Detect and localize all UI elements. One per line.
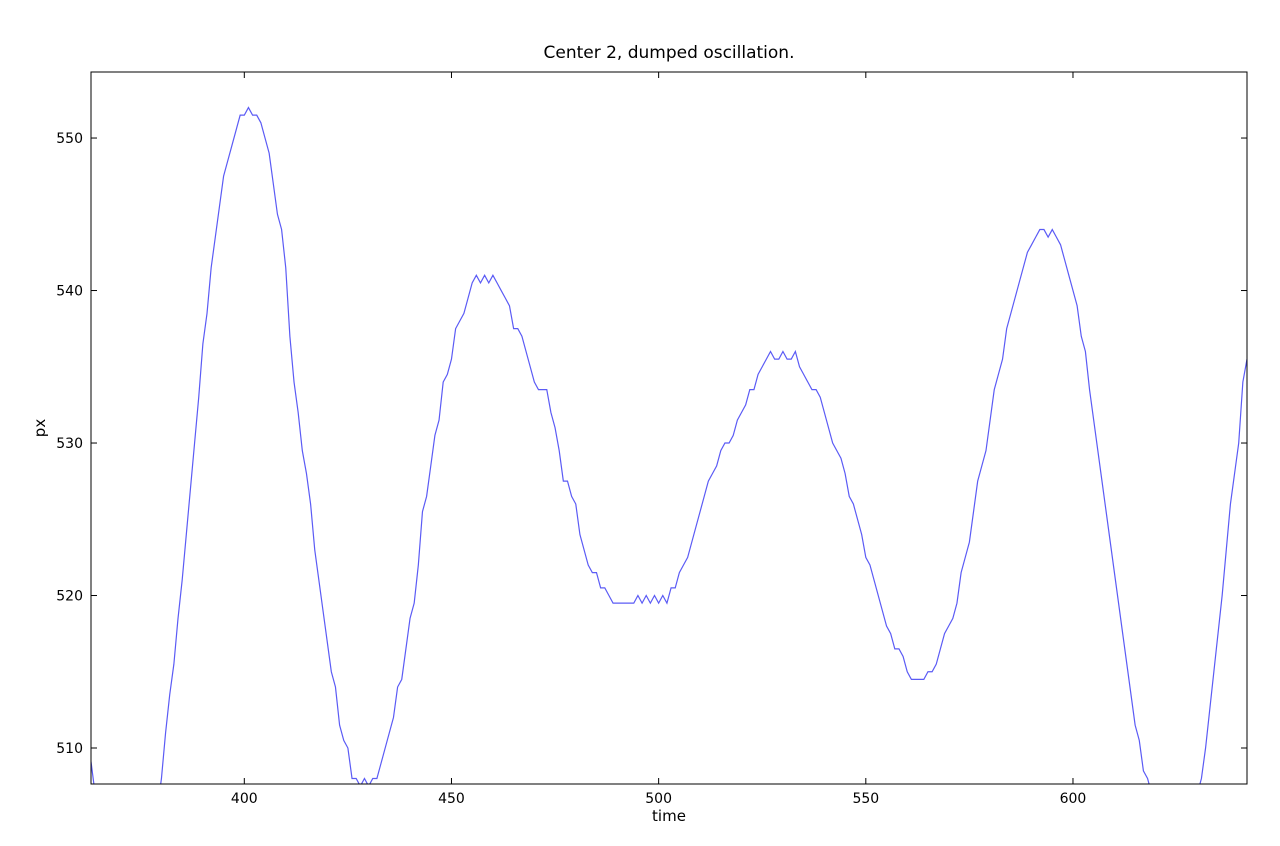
y-tick-label: 520 xyxy=(56,589,83,605)
x-tick-label: 400 xyxy=(231,791,258,807)
x-axis-label: time xyxy=(652,807,686,825)
y-tick-label: 550 xyxy=(56,131,83,147)
y-tick-label: 530 xyxy=(56,436,83,452)
y-tick-label: 510 xyxy=(56,741,83,757)
y-axis-label: px xyxy=(31,419,49,438)
data-line xyxy=(91,106,1247,784)
x-tick-label: 600 xyxy=(1060,791,1087,807)
y-tick-label: 540 xyxy=(56,284,83,300)
x-tick-label: 550 xyxy=(852,791,879,807)
x-tick-label: 450 xyxy=(438,791,465,807)
chart-title: Center 2, dumped oscillation. xyxy=(544,43,795,63)
x-tick-label: 500 xyxy=(645,791,672,807)
plot-frame xyxy=(90,71,1248,785)
